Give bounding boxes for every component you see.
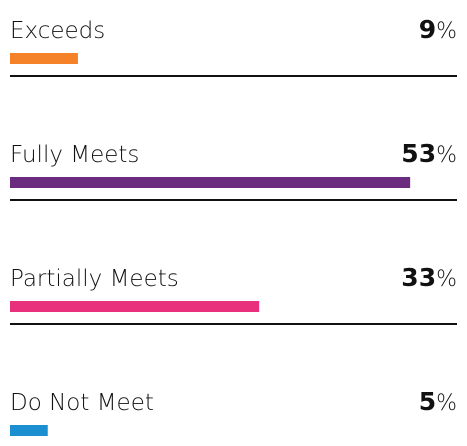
bar bbox=[10, 425, 48, 436]
value-unit: % bbox=[436, 391, 457, 416]
value-unit: % bbox=[436, 267, 457, 292]
category-label: Fully Meets bbox=[10, 142, 139, 168]
value-label: 5% bbox=[419, 387, 457, 416]
value-number: 9 bbox=[419, 15, 436, 44]
value-label: 53% bbox=[401, 139, 457, 168]
category-label: Do Not Meet bbox=[10, 390, 154, 416]
category-label: Partially Meets bbox=[10, 266, 179, 292]
bar bbox=[10, 301, 260, 312]
value-unit: % bbox=[436, 19, 457, 44]
value-number: 5 bbox=[419, 387, 436, 416]
bar bbox=[10, 53, 78, 64]
value-number: 33 bbox=[401, 263, 436, 292]
value-unit: % bbox=[436, 143, 457, 168]
value-label: 33% bbox=[401, 263, 457, 292]
bar bbox=[10, 177, 411, 188]
value-number: 53 bbox=[401, 139, 436, 168]
value-label: 9% bbox=[419, 15, 457, 44]
category-label: Exceeds bbox=[10, 18, 105, 44]
